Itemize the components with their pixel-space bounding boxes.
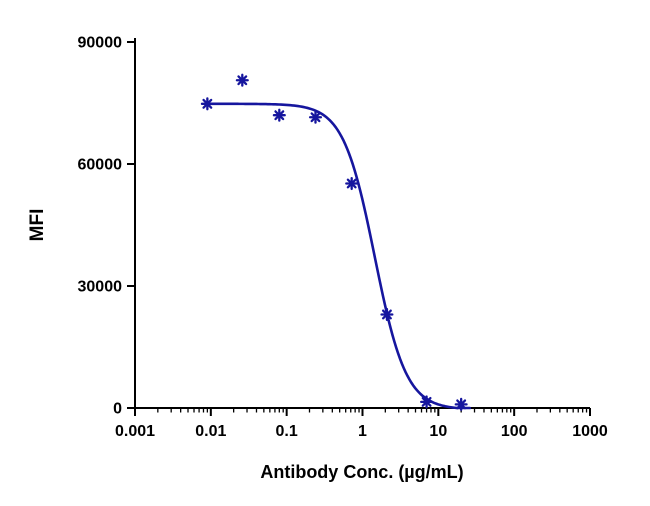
svg-text:100: 100: [501, 423, 528, 440]
svg-text:0.001: 0.001: [115, 423, 155, 440]
svg-text:90000: 90000: [78, 35, 123, 52]
svg-text:0.01: 0.01: [195, 423, 226, 440]
svg-text:0: 0: [113, 401, 122, 418]
x-axis-title: Antibody Conc. (µg/mL): [260, 462, 464, 482]
svg-text:10: 10: [429, 423, 447, 440]
svg-text:0.1: 0.1: [276, 423, 298, 440]
svg-text:30000: 30000: [78, 279, 123, 296]
svg-text:60000: 60000: [78, 157, 123, 174]
svg-text:1000: 1000: [572, 423, 608, 440]
svg-text:1: 1: [358, 423, 367, 440]
